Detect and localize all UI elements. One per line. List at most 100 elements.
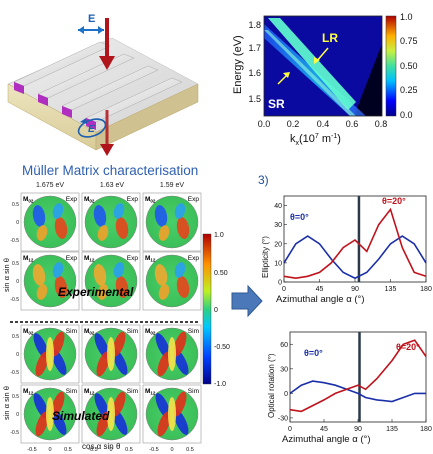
energy-label: 1.63 eV [99, 182, 125, 189]
exp-tag: Exp [127, 255, 139, 262]
mueller-ytick: 0.5 [12, 261, 19, 267]
mueller-xtick: -0.5 [149, 447, 158, 453]
legend-series-0: θ=0° [304, 348, 323, 358]
mueller-colorbar-tick: 1.0 [214, 232, 224, 239]
exp-tag: Exp [66, 255, 78, 262]
sim-tag: Sim [66, 388, 77, 395]
mueller-colorbar-tick: -0.50 [214, 344, 230, 351]
mueller-ytick: 0.5 [12, 334, 19, 340]
dispersion-ytick: 1.8 [248, 20, 261, 30]
mueller-xtick: 0.5 [186, 447, 194, 453]
mueller-xtick: 0 [170, 447, 173, 453]
mueller-panel: M02 Sim -0.5 0 0.5 [10, 324, 80, 384]
metal-ridges [13, 41, 183, 130]
mueller-xtick: 0.5 [64, 447, 72, 453]
matrix-element-label: M12 [84, 388, 95, 396]
energy-label: 1.59 eV [159, 182, 185, 189]
matrix-element-label: M02 [84, 328, 95, 336]
x-tick-label: 0 [288, 426, 292, 433]
mueller-ytick: -0.5 [10, 238, 19, 244]
energy-label: 1.675 eV [35, 182, 65, 189]
colorbar-tick: 0.50 [400, 61, 418, 71]
y-axis-label: Ellipticity (°) [261, 236, 270, 278]
mueller-xtick: 0 [109, 447, 112, 453]
x-tick-label: 0 [282, 286, 286, 293]
mueller-xtick: 0.5 [125, 447, 133, 453]
x-axis-label: Azimuthal angle α (°) [282, 434, 371, 445]
x-tick-label: 180 [420, 426, 432, 433]
dispersion-xtick: 0.4 [317, 119, 330, 129]
dispersion-xtick: 0.8 [375, 119, 388, 129]
mueller-xtick: -0.5 [88, 447, 97, 453]
mueller-panel: M02 Sim [81, 324, 141, 384]
dispersion-map: LR SR 1.8 1.7 1.6 1.5 Energy (eV) 0.0 0.… [232, 12, 418, 147]
series-line-0 [289, 380, 426, 403]
section-label: 3) [258, 173, 269, 187]
sim-tag: Sim [188, 328, 199, 335]
mueller-xtick: -0.5 [27, 447, 36, 453]
matrix-element-label: M02 [145, 196, 156, 204]
mueller-ylabel: sin α sin θ [2, 258, 11, 292]
dispersion-colorbar [385, 15, 397, 117]
mueller-panel: M12 Exp -0.5 0 0.5 [10, 251, 80, 311]
mueller-panel: M02 Exp [142, 192, 202, 252]
experimental-label: Experimental [58, 285, 134, 299]
matrix-element-label: M12 [145, 388, 156, 396]
sim-tag: Sim [127, 388, 138, 395]
y-tick-label: 30 [274, 222, 282, 229]
y-tick-label: -30 [278, 415, 288, 422]
x-tick-label: 180 [420, 286, 432, 293]
series-line-1 [289, 339, 427, 413]
mueller-xtick: 0 [48, 447, 51, 453]
matrix-element-label: M12 [145, 255, 156, 263]
series-line-1 [283, 207, 427, 280]
mueller-ytick: 0 [16, 412, 19, 418]
dispersion-ytick: 1.5 [248, 94, 261, 104]
mueller-panel: M02 Sim [142, 324, 202, 384]
mueller-panel: M12 Sim -0.5 0 0.5 [81, 384, 141, 453]
flow-arrow-icon [231, 284, 263, 318]
sim-tag: Sim [66, 328, 77, 335]
y-tick-label: 10 [274, 260, 282, 267]
mueller-colorbar-tick: 0.50 [214, 270, 228, 277]
dispersion-ytick: 1.7 [248, 43, 261, 53]
x-tick-label: 90 [351, 286, 359, 293]
mueller-ytick: 0 [16, 352, 19, 358]
exp-tag: Exp [127, 196, 139, 203]
legend-series-1: θ=20° [396, 342, 420, 352]
legend-series-0: θ=0° [290, 212, 309, 222]
x-tick-label: 135 [386, 426, 398, 433]
simulated-label: Simulated [52, 409, 110, 423]
exp-tag: Exp [188, 255, 200, 262]
sim-tag: Sim [188, 388, 199, 395]
y-tick-label: 20 [274, 241, 282, 248]
lr-branch-label: LR [322, 31, 338, 45]
mueller-ytick: -0.5 [10, 370, 19, 376]
matrix-element-label: M02 [84, 196, 95, 204]
mueller-colorbar [202, 233, 212, 385]
x-tick-label: 135 [385, 286, 397, 293]
colorbar-tick: 0.0 [400, 110, 413, 120]
dispersion-xtick: 0.2 [287, 119, 300, 129]
x-axis-label: Azimuthal angle α (°) [276, 294, 365, 305]
mueller-colorbar-tick: -1.0 [214, 381, 226, 388]
sr-branch-label: SR [268, 97, 285, 111]
mueller-panel: M02 Exp -0.5 0 0.5 [10, 192, 80, 252]
dispersion-xtick: 0.6 [346, 119, 359, 129]
colorbar-tick: 0.25 [400, 85, 418, 95]
grating-schematic: E E [7, 13, 199, 156]
series-line-0 [283, 235, 427, 280]
y-tick-label: 60 [280, 342, 288, 349]
mueller-panel: M12 Exp [81, 251, 141, 311]
mueller-ytick: -0.5 [10, 297, 19, 303]
y-axis-label: Optical rotation (°) [267, 353, 276, 418]
exp-tag: Exp [66, 196, 78, 203]
y-tick-label: 0 [284, 391, 288, 398]
mueller-ylabel: sin α sin θ [2, 386, 11, 420]
exp-tag: Exp [188, 196, 200, 203]
mueller-panel: M02 Exp [81, 192, 141, 252]
colorbar-tick: 1.0 [400, 12, 413, 22]
